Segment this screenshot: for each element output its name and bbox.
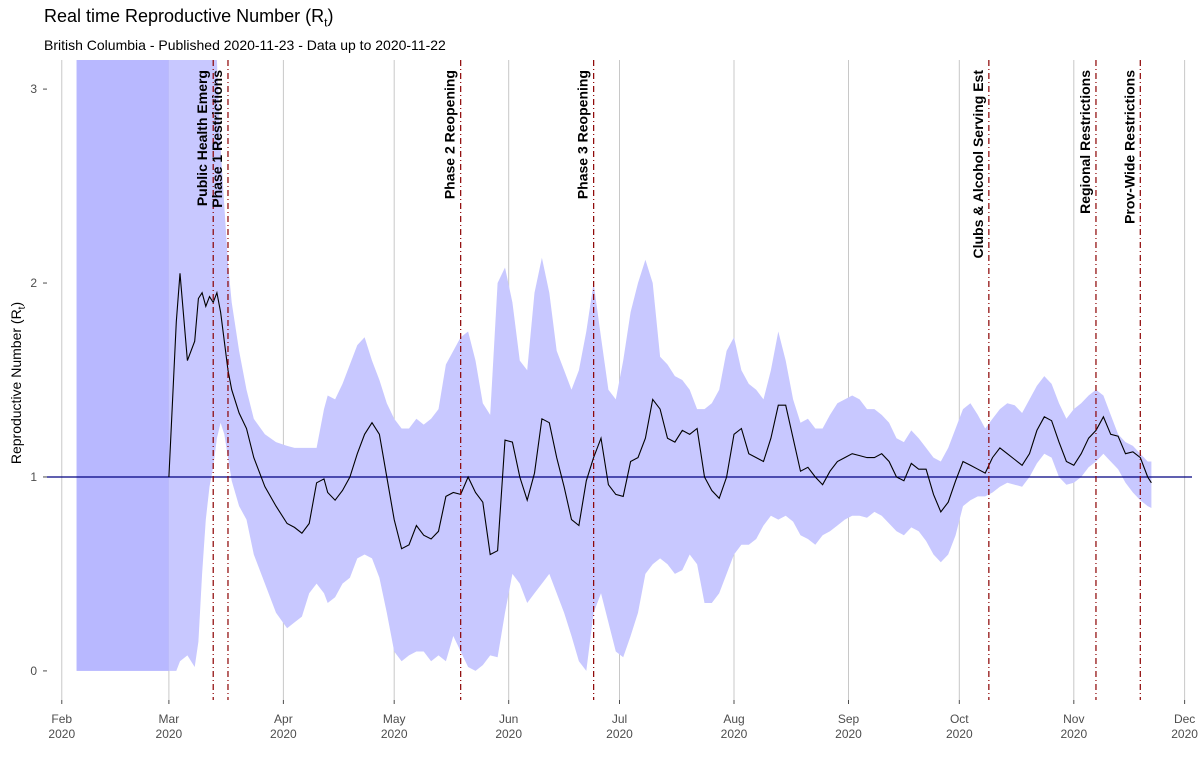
x-tick-year: 2020 — [48, 727, 75, 741]
x-tick-label: Nov — [1063, 712, 1084, 726]
event-label: Phase 2 Reopening — [442, 70, 458, 199]
x-tick-year: 2020 — [721, 727, 748, 741]
x-tick-year: 2020 — [606, 727, 633, 741]
x-tick-label: Sep — [838, 712, 860, 726]
x-tick-label: Feb — [51, 712, 72, 726]
event-label: Prov-Wide Restrictions — [1121, 70, 1137, 224]
y-axis-label: Reproductive Number (Rt) — [8, 302, 28, 464]
confidence-band — [168, 60, 1152, 671]
grid-lines — [61, 60, 1186, 700]
event-label: Public Health Emerg — [194, 70, 210, 206]
chart-title-text: Real time Reproductive Number (R — [44, 6, 325, 26]
y-tick-label: 0 — [30, 664, 37, 678]
event-label: Clubs & Alcohol Serving Est — [970, 70, 986, 259]
pre-period-band — [76, 60, 169, 671]
event-label: Phase 3 Reopening — [575, 70, 591, 199]
event-label: Phase 1 Restrictions — [209, 70, 225, 208]
chart-title-subscript: t — [324, 15, 328, 30]
chart-title: Real time Reproductive Number (Rt) — [44, 6, 333, 30]
x-tick-year: 2020 — [495, 727, 522, 741]
x-tick-label: May — [383, 712, 406, 726]
axis-labels: Feb2020Mar2020Apr2020May2020Jun2020Jul20… — [30, 82, 1198, 741]
event-label: Regional Restrictions — [1077, 70, 1093, 214]
x-tick-year: 2020 — [946, 727, 973, 741]
x-tick-label: Jun — [499, 712, 518, 726]
x-tick-year: 2020 — [1171, 727, 1198, 741]
x-tick-label: Jul — [612, 712, 627, 726]
x-tick-label: Dec — [1174, 712, 1195, 726]
chart-subtitle: British Columbia - Published 2020-11-23 … — [44, 37, 446, 53]
rt-line — [168, 273, 1152, 556]
x-tick-year: 2020 — [381, 727, 408, 741]
x-tick-year: 2020 — [835, 727, 862, 741]
rt-series — [168, 273, 1152, 556]
y-tick-label: 3 — [30, 82, 37, 96]
x-tick-label: Apr — [274, 712, 293, 726]
x-tick-year: 2020 — [1060, 727, 1087, 741]
x-tick-label: Oct — [950, 712, 969, 726]
x-tick-label: Aug — [723, 712, 744, 726]
y-tick-label: 1 — [30, 470, 37, 484]
x-tick-label: Mar — [159, 712, 180, 726]
chart-title-end: ) — [327, 6, 334, 26]
confidence-bands — [76, 60, 1152, 671]
x-tick-year: 2020 — [156, 727, 183, 741]
y-tick-label: 2 — [30, 276, 37, 290]
x-tick-year: 2020 — [270, 727, 297, 741]
